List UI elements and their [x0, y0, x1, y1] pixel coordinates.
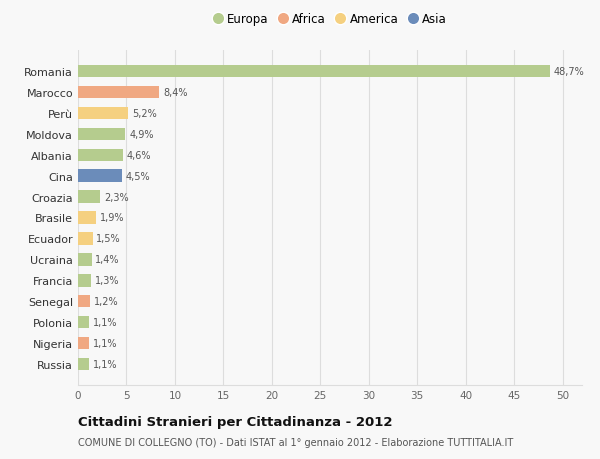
Text: 4,9%: 4,9% [130, 129, 154, 140]
Legend: Europa, Africa, America, Asia: Europa, Africa, America, Asia [213, 13, 447, 26]
Text: 1,9%: 1,9% [100, 213, 125, 223]
Bar [78, 316, 89, 329]
Bar [78, 149, 122, 162]
Text: 8,4%: 8,4% [163, 88, 188, 98]
Text: 2,3%: 2,3% [104, 192, 129, 202]
Bar [78, 191, 100, 203]
Text: 1,1%: 1,1% [92, 317, 117, 327]
Bar [78, 295, 89, 308]
Bar [78, 129, 125, 141]
Bar [78, 274, 91, 287]
Text: COMUNE DI COLLEGNO (TO) - Dati ISTAT al 1° gennaio 2012 - Elaborazione TUTTITALI: COMUNE DI COLLEGNO (TO) - Dati ISTAT al … [78, 437, 513, 447]
Bar [78, 337, 89, 349]
Text: 4,6%: 4,6% [127, 151, 151, 161]
Bar [78, 170, 122, 183]
Text: 1,1%: 1,1% [92, 359, 117, 369]
Bar [78, 233, 92, 245]
Bar [78, 253, 92, 266]
Text: 1,3%: 1,3% [94, 275, 119, 285]
Text: 1,1%: 1,1% [92, 338, 117, 348]
Text: 5,2%: 5,2% [132, 109, 157, 119]
Bar [78, 107, 128, 120]
Bar [78, 358, 89, 370]
Text: 4,5%: 4,5% [125, 171, 150, 181]
Text: 48,7%: 48,7% [554, 67, 584, 77]
Text: 1,5%: 1,5% [97, 234, 121, 244]
Text: 1,4%: 1,4% [95, 255, 120, 265]
Bar [78, 212, 97, 224]
Bar [78, 87, 160, 99]
Text: 1,2%: 1,2% [94, 297, 118, 307]
Bar [78, 66, 550, 78]
Text: Cittadini Stranieri per Cittadinanza - 2012: Cittadini Stranieri per Cittadinanza - 2… [78, 415, 392, 428]
